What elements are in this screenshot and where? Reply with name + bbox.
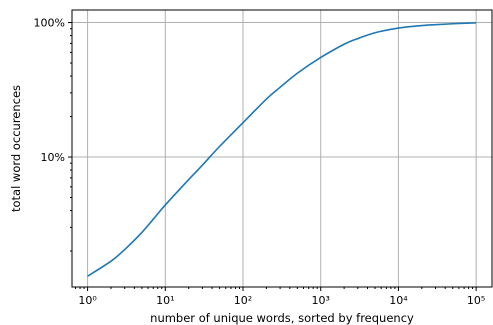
x-tick-label: 10⁰	[78, 294, 97, 307]
x-tick-label: 10²	[234, 294, 252, 307]
x-axis-label: number of unique words, sorted by freque…	[150, 311, 414, 325]
grid	[72, 10, 492, 287]
x-tick-label: 10³	[312, 294, 330, 307]
plot-frame	[71, 9, 493, 288]
y-axis-label: total word occurences	[9, 85, 23, 212]
x-tick-label: 10⁵	[467, 294, 485, 307]
y-tick-label: 100%	[34, 17, 65, 30]
x-tick-label: 10¹	[156, 294, 174, 307]
axis-ticks: 10⁰ 10¹ 10² 10³ 10⁴ 10⁵ 10% 100%	[34, 17, 486, 307]
series-line	[87, 22, 477, 277]
y-tick-label: 10%	[41, 151, 65, 164]
x-tick-label: 10⁴	[389, 294, 408, 307]
series-layer	[87, 22, 477, 277]
